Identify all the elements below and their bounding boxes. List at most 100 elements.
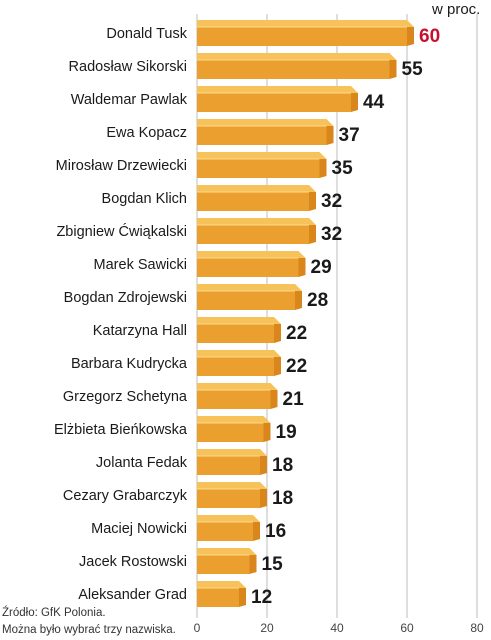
bar-end-face [249,555,257,574]
bar-end-face [351,93,358,112]
bar-top-face [197,449,267,456]
bar-end-face [295,291,302,310]
value-label: 19 [276,422,297,443]
bar-top-face [197,482,267,489]
bar-top-face [197,20,414,27]
category-label: Donald Tusk [106,26,187,42]
bar-top-face [197,53,397,60]
category-label: Ewa Kopacz [106,125,187,141]
bar [197,489,260,508]
bar [197,126,327,145]
value-label: 37 [339,125,360,146]
category-label: Bogdan Zdrojewski [64,290,187,306]
bar-end-face [260,456,267,475]
bar [197,588,239,607]
category-label: Jolanta Fedak [96,455,188,471]
bar-top-face [197,515,260,522]
value-label: 18 [272,488,293,509]
bar-top-face [197,218,316,225]
value-label: 60 [419,26,440,47]
bar-end-face [239,588,246,607]
bar-end-face [407,27,414,46]
bar [197,225,309,244]
bar-top-face [197,152,327,159]
value-label: 18 [272,455,293,476]
bar-end-face [253,522,260,541]
bar-top-face [197,86,358,93]
value-label: 22 [286,356,307,377]
bar-end-face [389,60,397,79]
bar [197,27,407,46]
bar-end-face [326,126,334,145]
unit-label: w proc. [432,1,481,18]
bar-top-face [197,317,281,324]
bar [197,291,295,310]
source-line: Źródło: GfK Polonia. [2,607,106,619]
category-label: Waldemar Pawlak [71,92,188,108]
category-label: Zbigniew Ćwiąkalski [56,223,187,240]
bar [197,555,250,574]
category-label: Cezary Grabarczyk [63,488,188,504]
value-label: 16 [265,521,286,542]
value-label: 32 [321,224,342,245]
x-axis-ticks: 0 20 40 60 80 [194,621,484,635]
x-tick-label: 0 [194,621,201,635]
x-tick-label: 80 [470,621,484,635]
bar [197,159,320,178]
value-label: 12 [251,587,272,608]
x-tick-label: 60 [400,621,414,635]
category-label: Katarzyna Hall [93,323,187,339]
bar-end-face [309,192,316,211]
category-label: Maciej Nowicki [91,521,187,537]
value-label: 22 [286,323,307,344]
bars [197,20,414,607]
category-label: Aleksander Grad [78,587,187,603]
x-tick-label: 40 [330,621,344,635]
bar [197,192,309,211]
bar-end-face [319,159,327,178]
bar-top-face [197,548,257,555]
category-label: Radosław Sikorski [69,59,187,75]
bar [197,324,274,343]
category-label: Elżbieta Bieńkowska [54,422,188,438]
category-labels: Donald Tusk Radosław Sikorski Waldemar Paw… [54,26,188,603]
value-label: 44 [363,92,385,113]
bar-end-face [263,423,271,442]
value-label: 15 [262,554,284,575]
category-label: Marek Sawicki [94,257,187,273]
bar-top-face [197,383,278,390]
bar [197,522,253,541]
bar-end-face [309,225,316,244]
bar-end-face [298,258,306,277]
bar [197,390,271,409]
source-note: Źródło: GfK Polonia. Można było wybrać t… [2,605,176,639]
bar-top-face [197,251,306,258]
bar-end-face [274,357,281,376]
bar-top-face [197,581,246,588]
category-label: Bogdan Klich [102,191,187,207]
bar-top-face [197,185,316,192]
value-label: 29 [311,257,332,278]
bar [197,93,351,112]
bar-top-face [197,284,302,291]
bar-end-face [270,390,278,409]
category-label: Jacek Rostowski [79,554,187,570]
bar [197,423,264,442]
bar-top-face [197,416,271,423]
bar-end-face [274,324,281,343]
bar [197,357,274,376]
value-label: 55 [402,59,424,80]
bar-top-face [197,119,334,126]
bar [197,456,260,475]
category-label: Grzegorz Schetyna [63,389,188,405]
value-label: 28 [307,290,328,311]
value-label: 35 [332,158,354,179]
category-label: Barbara Kudrycka [71,356,188,372]
value-label: 32 [321,191,342,212]
category-label: Mirosław Drzewiecki [56,158,187,174]
value-label: 21 [283,389,305,410]
bar-top-face [197,350,281,357]
x-tick-label: 20 [260,621,274,635]
